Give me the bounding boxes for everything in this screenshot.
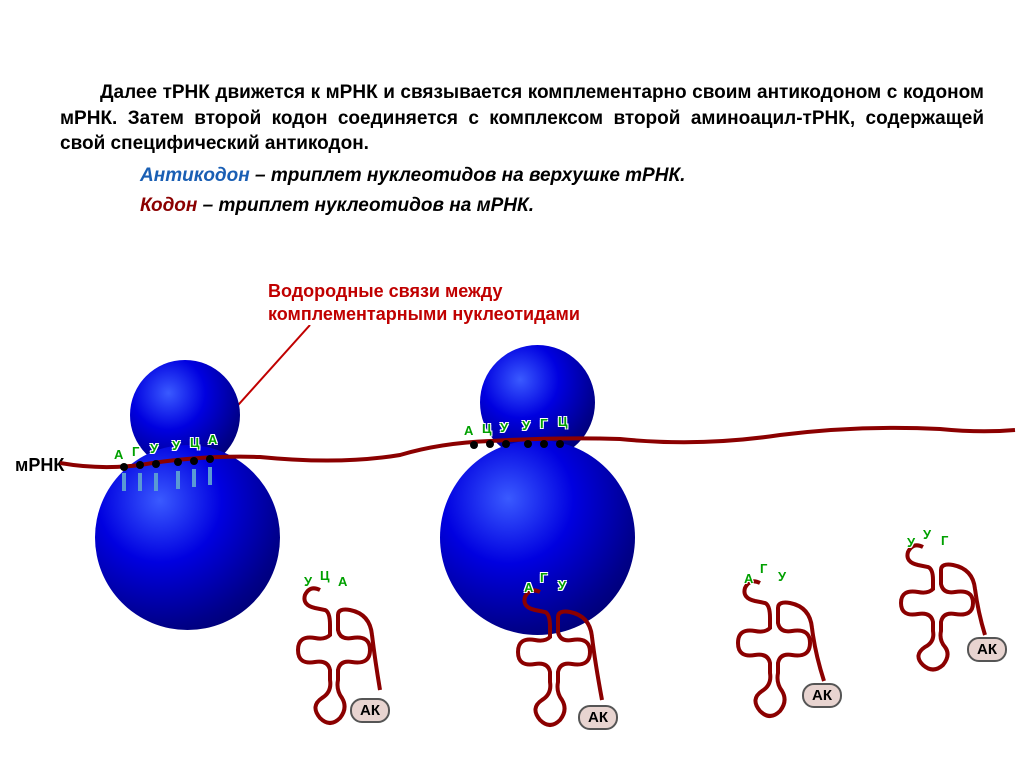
nucleotide-dot	[470, 441, 478, 449]
hydrogen-bond-label: Водородные связи между комплементарными …	[268, 280, 580, 325]
nucleotide-label: Г	[132, 444, 139, 459]
anticodon-label: У	[778, 569, 786, 584]
anticodon-label: Ц	[320, 568, 330, 583]
nucleotide-dot	[502, 440, 510, 448]
trna-molecule: У У Г АК	[885, 537, 1005, 687]
anticodon-label: Г	[760, 561, 767, 576]
main-paragraph: Далее тРНК движется к мРНК и связывается…	[60, 80, 984, 157]
trna-molecule: А Г У АК	[720, 573, 840, 733]
nucleotide-label: А	[208, 432, 217, 447]
nucleotide-label: А	[114, 447, 123, 462]
codon-tick	[122, 473, 126, 491]
nucleotide-dot	[152, 460, 160, 468]
codon-tick	[176, 471, 180, 489]
nucleotide-dot	[120, 463, 128, 471]
nucleotide-label: У	[150, 441, 158, 456]
nucleotide-label: Г	[540, 416, 547, 431]
amino-acid-badge: АК	[802, 683, 842, 708]
trna-molecule: А Г У АК	[500, 582, 620, 752]
nucleotide-label: Ц	[482, 421, 492, 436]
nucleotide-dot	[486, 440, 494, 448]
anticodon-label: У	[923, 527, 931, 542]
nucleotide-label: Ц	[190, 435, 200, 450]
amino-acid-badge: АК	[350, 698, 390, 723]
anticodon-label: У	[558, 578, 566, 593]
anticodon-label: А	[338, 574, 347, 589]
trna-molecule: У Ц А АК	[280, 580, 400, 745]
anticodon-label: Г	[540, 570, 547, 585]
anticodon-label: У	[304, 574, 312, 589]
anticodon-label: У	[907, 535, 915, 550]
nucleotide-label: У	[500, 420, 508, 435]
nucleotide-dot	[174, 458, 182, 466]
nucleotide-label: А	[464, 423, 473, 438]
amino-acid-badge: АК	[967, 637, 1007, 662]
nucleotide-label: У	[172, 438, 180, 453]
nucleotide-dot	[190, 457, 198, 465]
nucleotide-dot	[540, 440, 548, 448]
anticodon-label: А	[524, 580, 533, 595]
codon-tick	[208, 467, 212, 485]
nucleotide-label: Ц	[558, 414, 568, 429]
anticodon-label: Г	[941, 533, 948, 548]
amino-acid-badge: АК	[578, 705, 618, 730]
nucleotide-dot	[556, 440, 564, 448]
codon-definition: Кодон – триплет нуклеотидов на мРНК.	[60, 195, 984, 217]
translation-diagram: А Г У У Ц А А Ц У У Г Ц У Ц А АК А Г У А…	[0, 345, 1024, 765]
nucleotide-dot	[524, 440, 532, 448]
anticodon-label: А	[744, 571, 753, 586]
nucleotide-dot	[136, 461, 144, 469]
anticodon-definition: Антикодон – триплет нуклеотидов на верху…	[60, 165, 984, 187]
nucleotide-label: У	[522, 418, 530, 433]
nucleotide-dot	[206, 455, 214, 463]
codon-tick	[154, 473, 158, 491]
codon-tick	[138, 473, 142, 491]
codon-tick	[192, 469, 196, 487]
